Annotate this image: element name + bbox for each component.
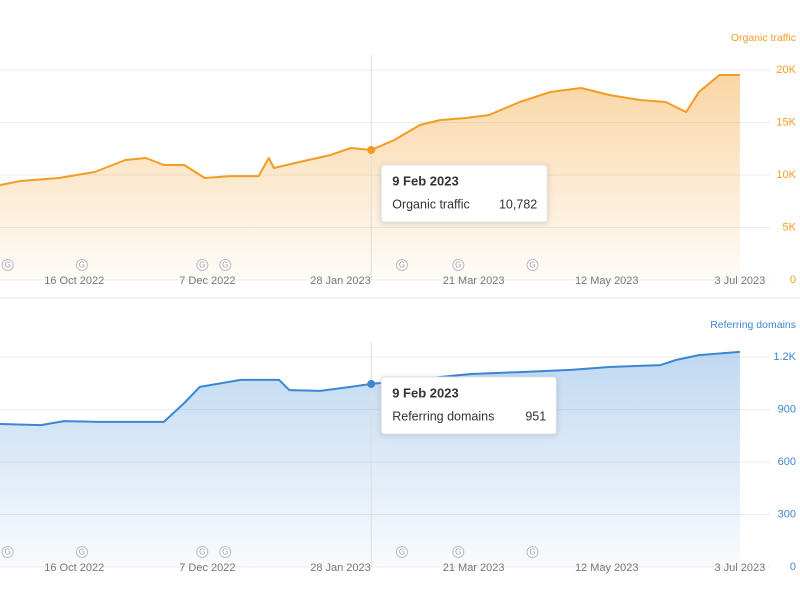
- update-marker: [75, 546, 88, 558]
- tooltip-date: 9 Feb 2023: [392, 173, 459, 188]
- update-marker: [395, 546, 408, 558]
- update-marker-label: G: [455, 261, 461, 270]
- update-marker: [395, 259, 408, 271]
- update-marker: [196, 259, 209, 271]
- tooltip-value: 10,782: [499, 197, 537, 211]
- update-marker-label: G: [199, 548, 205, 557]
- y-tick-label: 10K: [776, 169, 796, 181]
- y-tick-label: 20K: [776, 64, 796, 76]
- tooltip-box: [380, 164, 548, 223]
- update-marker-label: G: [199, 261, 205, 270]
- y-tick-label: 900: [778, 403, 796, 415]
- update-marker: [219, 259, 232, 271]
- y-tick-label: 600: [778, 456, 796, 468]
- line: [0, 350, 740, 427]
- y-tick-label: 5K: [783, 221, 797, 233]
- y-tick-label: 0: [790, 561, 796, 573]
- update-marker-label: G: [399, 261, 405, 270]
- update-marker-label: G: [5, 548, 11, 557]
- update-marker: [452, 259, 465, 271]
- update-marker-label: G: [79, 548, 85, 557]
- update-marker-label: G: [222, 548, 228, 557]
- y-tick-label: 15K: [776, 116, 796, 128]
- legend-label: Organic traffic: [731, 32, 796, 44]
- update-marker: [75, 259, 88, 271]
- y-tick-label: 1.2K: [773, 351, 796, 363]
- tooltip-label: Referring domains: [392, 409, 494, 423]
- update-marker-label: G: [399, 548, 405, 557]
- update-marker-label: G: [222, 261, 228, 270]
- update-marker-label: G: [529, 261, 535, 270]
- y-tick-label: 300: [778, 508, 796, 520]
- tooltip-box: [380, 376, 557, 435]
- update-marker-label: G: [455, 548, 461, 557]
- update-marker: [196, 546, 209, 558]
- update-marker-label: G: [5, 261, 11, 270]
- update-marker: [1, 546, 14, 558]
- tooltip-label: Organic traffic: [392, 197, 470, 211]
- area: [0, 75, 740, 280]
- update-marker-label: G: [79, 261, 85, 270]
- hover-dot: [367, 146, 376, 155]
- update-marker: [1, 259, 14, 271]
- line: [0, 74, 740, 186]
- hover-dot: [367, 379, 376, 388]
- update-marker-label: G: [529, 548, 535, 557]
- update-marker: [219, 546, 232, 558]
- y-tick-label: 0: [790, 274, 796, 286]
- tooltip-value: 951: [525, 409, 546, 423]
- update-marker: [526, 259, 539, 271]
- tooltip-date: 9 Feb 2023: [392, 385, 459, 400]
- legend-label: Referring domains: [710, 319, 796, 331]
- update-marker: [452, 546, 465, 558]
- update-marker: [526, 546, 539, 558]
